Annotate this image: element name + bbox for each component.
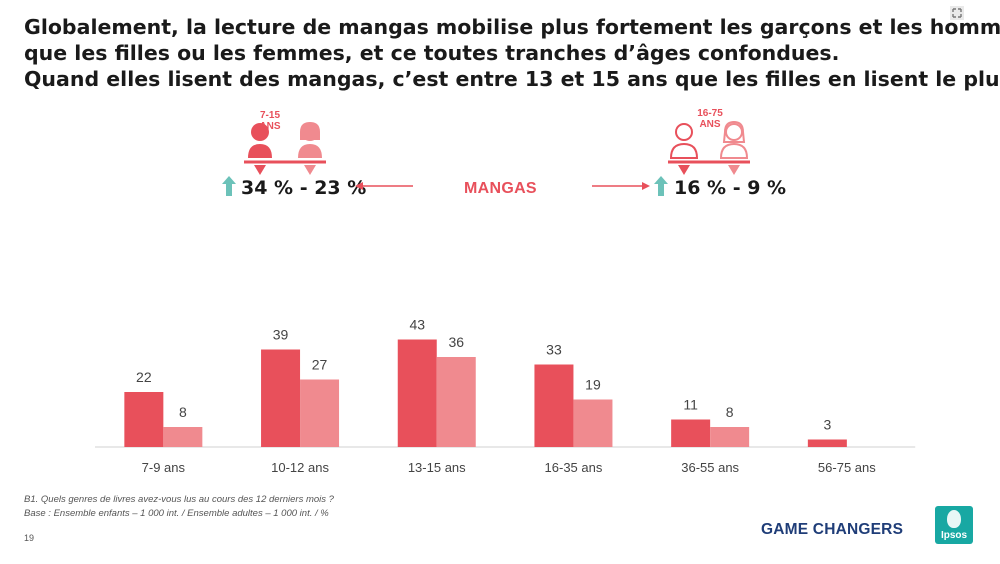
title-line-3: Quand elles lisent des mangas, c’est ent… bbox=[24, 67, 1000, 91]
x-tick-label-4: 36-55 ans bbox=[681, 460, 739, 475]
right-stat: 16 % - 9 % bbox=[674, 177, 787, 199]
bar-female-3 bbox=[573, 399, 613, 447]
left-up-arrow-icon bbox=[222, 176, 236, 196]
left-age-unit: ANS bbox=[259, 121, 281, 132]
left-pointer-arrow-icon bbox=[355, 182, 413, 190]
bar-male-0 bbox=[124, 392, 164, 447]
man-icon bbox=[669, 123, 699, 159]
data-label-1-3: 19 bbox=[585, 377, 601, 393]
center-label: MANGAS bbox=[464, 180, 537, 197]
logo-mark-icon bbox=[947, 510, 961, 528]
right-pointer-arrow-icon bbox=[592, 182, 650, 190]
right-up-arrow-icon bbox=[654, 176, 668, 196]
bar-male-1 bbox=[261, 349, 301, 447]
data-label-0-2: 43 bbox=[409, 317, 425, 333]
ipsos-logo: Ipsos bbox=[935, 506, 973, 544]
girl-icon bbox=[298, 122, 322, 158]
data-label-1-2: 36 bbox=[448, 334, 464, 350]
brand-label: GAME CHANGERS bbox=[761, 521, 904, 538]
data-label-1-4: 8 bbox=[726, 404, 734, 420]
bar-male-3 bbox=[534, 364, 574, 447]
footnote-base: Base : Ensemble enfants – 1 000 int. / E… bbox=[24, 508, 329, 519]
logo-text: Ipsos bbox=[940, 530, 968, 541]
adults-icon bbox=[668, 120, 750, 175]
bar-male-4 bbox=[671, 419, 711, 447]
data-label-1-0: 8 bbox=[179, 404, 187, 420]
left-age-label: 7-15 ANS bbox=[250, 110, 290, 132]
data-label-0-4: 11 bbox=[683, 397, 698, 413]
x-tick-label-3: 16-35 ans bbox=[545, 460, 603, 475]
left-age-range: 7-15 bbox=[259, 110, 280, 121]
right-age-range: 16-75 bbox=[697, 108, 723, 119]
boy-icon bbox=[248, 123, 272, 158]
bar-male-2 bbox=[397, 339, 437, 447]
x-tick-label-5: 56-75 ans bbox=[818, 460, 876, 475]
data-label-0-5: 3 bbox=[823, 417, 831, 433]
bar-female-1 bbox=[300, 379, 340, 447]
data-label-0-0: 22 bbox=[136, 369, 152, 385]
footnote-question: B1. Quels genres de livres avez-vous lus… bbox=[24, 494, 334, 505]
expand-icon[interactable] bbox=[950, 6, 964, 20]
x-tick-label-0: 7-9 ans bbox=[142, 460, 186, 475]
x-tick-label-2: 13-15 ans bbox=[408, 460, 466, 475]
bar-female-2 bbox=[436, 357, 476, 447]
data-label-1-1: 27 bbox=[312, 357, 328, 373]
bar-male-5 bbox=[807, 439, 847, 447]
right-age-label: 16-75 ANS bbox=[690, 108, 730, 130]
bar-female-0 bbox=[163, 427, 203, 447]
x-tick-label-1: 10-12 ans bbox=[271, 460, 329, 475]
woman-icon bbox=[719, 120, 749, 159]
title-line-2: que les filles ou les femmes, et ce tout… bbox=[24, 41, 840, 65]
right-age-unit: ANS bbox=[699, 119, 721, 130]
data-label-0-3: 33 bbox=[546, 342, 562, 358]
footnote: B1. Quels genres de livres avez-vous lus… bbox=[24, 493, 334, 521]
bar-female-4 bbox=[710, 427, 750, 447]
data-label-0-1: 39 bbox=[273, 327, 289, 343]
title-line-1: Globalement, la lecture de mangas mobili… bbox=[24, 15, 1000, 39]
page-title: Globalement, la lecture de mangas mobili… bbox=[24, 14, 1000, 92]
page-number: 19 bbox=[24, 533, 35, 543]
left-stat: 34 % - 23 % bbox=[241, 177, 367, 199]
children-icon bbox=[244, 122, 326, 175]
